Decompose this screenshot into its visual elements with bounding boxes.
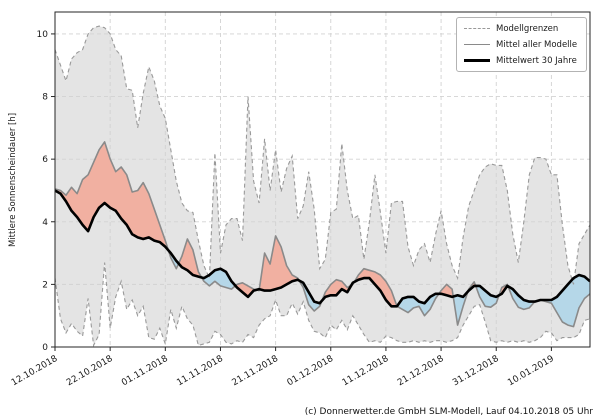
x-tick-label: 11.12.2018: [341, 354, 391, 389]
legend-box: Modellgrenzen Mittel aller Modelle Mitte…: [456, 17, 587, 72]
legend-item-modellgrenzen: Modellgrenzen: [464, 23, 579, 34]
x-tick-label: 11.11.2018: [175, 354, 225, 389]
y-tick-label: 0: [42, 343, 48, 353]
y-tick-label: 6: [42, 155, 48, 165]
below-normal-fill: [475, 285, 499, 308]
plot-border: [54, 11, 591, 348]
x-tick-label: 21.12.2018: [396, 354, 446, 389]
legend-label: Modellgrenzen: [496, 23, 559, 34]
y-tick-label: 2: [42, 280, 48, 290]
above-normal-fill: [259, 235, 300, 291]
legend-label: Mittel aller Modelle: [496, 39, 578, 50]
x-tick-label: 01.12.2018: [286, 354, 336, 389]
legend-item-mittelwert-30-jahre: Mittelwert 30 Jahre: [464, 55, 579, 66]
x-tick-label: 10.01.2019: [506, 354, 556, 389]
model-bounds-lower-line: [55, 262, 590, 347]
y-tick-label: 4: [42, 218, 48, 228]
x-tick-label: 31.12.2018: [451, 354, 501, 389]
copyright-credit: (c) Donnerwetter.de GmbH SLM-Modell, Lau…: [304, 407, 593, 417]
above-normal-fill: [55, 141, 169, 251]
x-tick-label: 21.11.2018: [230, 354, 280, 389]
legend-item-mittel-aller-modelle: Mittel aller Modelle: [464, 39, 579, 50]
y-tick-label: 8: [42, 93, 48, 103]
y-tick-label: 10: [37, 30, 49, 40]
x-tick-label: 22.10.2018: [65, 354, 115, 389]
legend-label: Mittelwert 30 Jahre: [496, 55, 577, 66]
x-tick-label: 12.10.2018: [10, 354, 60, 389]
climate-mean-line: [55, 189, 590, 308]
model-bounds-upper-line: [55, 25, 590, 285]
dashed-line-swatch-icon: [464, 28, 490, 29]
black-line-swatch-icon: [464, 59, 490, 62]
x-tick-label: 01.11.2018: [120, 354, 170, 389]
gray-line-swatch-icon: [464, 44, 490, 45]
y-axis-label: Mittlere Sonnenscheindauer [h]: [8, 112, 18, 248]
